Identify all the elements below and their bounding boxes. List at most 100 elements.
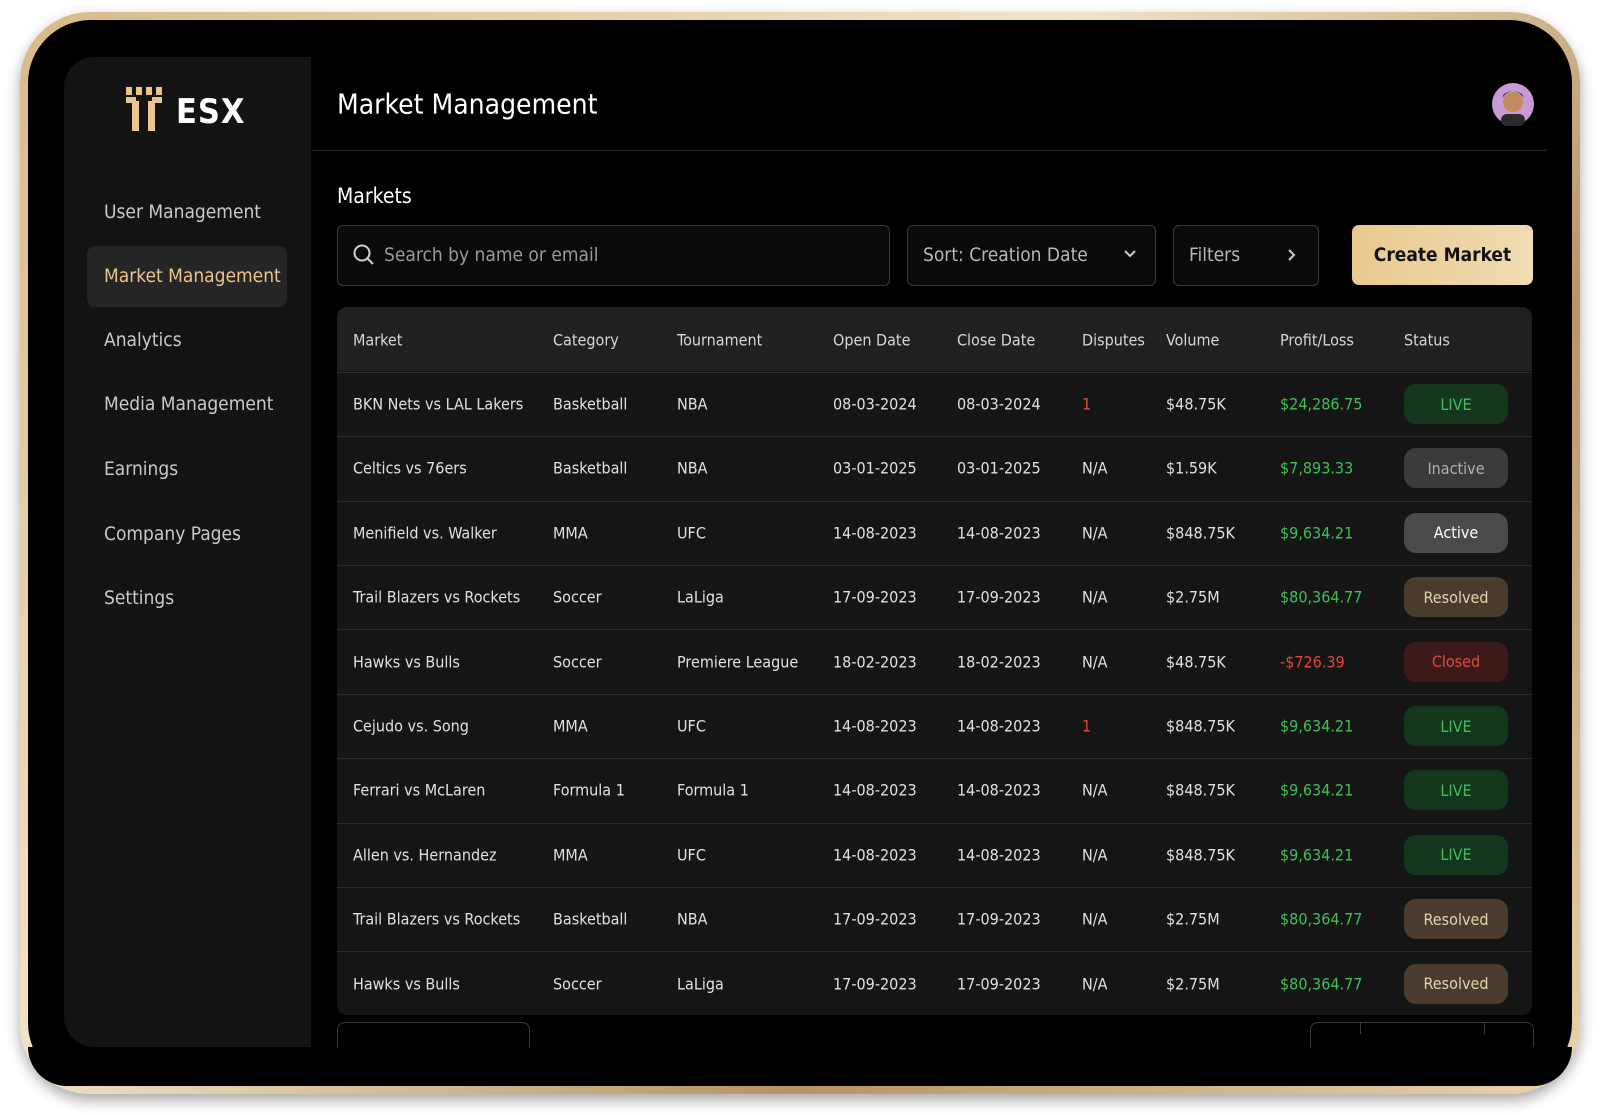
table-cell: 14-08-2023 [957, 716, 1041, 736]
table-cell: MMA [553, 845, 588, 865]
logo-icon [126, 87, 162, 131]
avatar[interactable] [1491, 82, 1535, 126]
table-cell: $2.75M [1166, 587, 1220, 607]
sort-label: Sort: Creation Date [923, 244, 1088, 266]
table-cell: $48.75K [1166, 652, 1226, 672]
status-badge: Resolved [1404, 963, 1508, 1004]
pagination-divider [1360, 1022, 1361, 1034]
row-divider [337, 565, 1532, 566]
status-badge: LIVE [1404, 770, 1508, 811]
nav-item[interactable]: Market Management [104, 265, 281, 287]
table-cell: Hawks vs Bulls [353, 652, 460, 672]
logo-text: ESX [176, 92, 246, 132]
table-cell: Premiere League [677, 652, 799, 672]
table-header [337, 307, 1532, 371]
table-cell: 14-08-2023 [957, 780, 1041, 800]
sort-select[interactable] [907, 225, 1156, 286]
row-divider [337, 887, 1532, 888]
row-divider [337, 951, 1532, 952]
create-market-label: Create Market [1373, 244, 1512, 266]
nav-item[interactable]: Settings [104, 587, 175, 609]
table-cell: 03-01-2025 [957, 458, 1041, 478]
table-cell: 17-09-2023 [833, 909, 917, 929]
table-cell: $9,634.21 [1280, 523, 1354, 543]
row-divider [337, 629, 1532, 630]
table-cell: N/A [1082, 587, 1108, 607]
table-cell: Celtics vs 76ers [353, 458, 467, 478]
status-badge: Resolved [1404, 899, 1508, 940]
nav-item[interactable]: Company Pages [104, 523, 241, 545]
status-badge: Closed [1404, 641, 1508, 682]
table-cell: N/A [1082, 458, 1108, 478]
column-header: Market [353, 330, 403, 350]
table-cell: $848.75K [1166, 523, 1235, 543]
filters-label: Filters [1189, 244, 1241, 266]
table-cell: 14-08-2023 [957, 845, 1041, 865]
status-badge: LIVE [1404, 384, 1508, 424]
pagination-divider [1484, 1022, 1485, 1034]
table-cell: 18-02-2023 [833, 652, 917, 672]
screen-bottom [28, 1047, 1572, 1086]
table-cell: 14-08-2023 [957, 523, 1041, 543]
column-header: Open Date [833, 330, 911, 350]
table-cell: LaLiga [677, 974, 724, 994]
section-title: Markets [337, 184, 412, 208]
table-cell: MMA [553, 716, 588, 736]
chevron-down [1124, 250, 1136, 258]
nav-item[interactable]: User Management [104, 201, 262, 223]
status-badge: Active [1404, 512, 1508, 553]
header-divider [312, 150, 1547, 151]
table-cell: NBA [677, 458, 708, 478]
table-cell: 18-02-2023 [957, 652, 1041, 672]
pagination[interactable] [1310, 1022, 1534, 1053]
row-divider [337, 436, 1532, 437]
table-cell: UFC [677, 716, 706, 736]
table-cell: $80,364.77 [1280, 974, 1363, 994]
nav-active-bg [87, 246, 287, 307]
table-cell: LaLiga [677, 587, 724, 607]
table-cell: 17-09-2023 [833, 974, 917, 994]
table-cell: 17-09-2023 [957, 587, 1041, 607]
table-cell: MMA [553, 523, 588, 543]
table-cell: UFC [677, 845, 706, 865]
table-cell: Ferrari vs McLaren [353, 780, 486, 800]
row-divider [337, 694, 1532, 695]
table-cell: N/A [1082, 652, 1108, 672]
row-divider [337, 372, 1532, 373]
row-divider [337, 823, 1532, 824]
table-cell: Menifield vs. Walker [353, 523, 497, 543]
table-cell: Basketball [553, 909, 628, 929]
table-cell: 08-03-2024 [833, 394, 917, 414]
table-cell: 03-01-2025 [833, 458, 917, 478]
table-cell: Cejudo vs. Song [353, 716, 469, 736]
column-header: Volume [1166, 330, 1220, 350]
table-cell: $848.75K [1166, 716, 1235, 736]
column-header: Profit/Loss [1280, 330, 1354, 350]
table-cell: NBA [677, 394, 708, 414]
page-size-select[interactable] [337, 1022, 530, 1053]
column-header: Close Date [957, 330, 1036, 350]
table-cell: Basketball [553, 458, 628, 478]
table-cell: -$726.39 [1280, 652, 1345, 672]
search-input[interactable] [337, 225, 890, 286]
nav-item[interactable]: Earnings [104, 458, 179, 480]
row-divider [337, 501, 1532, 502]
table-cell: 17-09-2023 [957, 974, 1041, 994]
table-cell: Allen vs. Hernandez [353, 845, 497, 865]
table-cell: 14-08-2023 [833, 845, 917, 865]
chevron-right [1288, 249, 1296, 261]
nav-item[interactable]: Media Management [104, 393, 274, 415]
table-cell: 08-03-2024 [957, 394, 1041, 414]
table-cell: $24,286.75 [1280, 394, 1363, 414]
table-cell: Trail Blazers vs Rockets [353, 587, 521, 607]
table-cell: $1.59K [1166, 458, 1217, 478]
status-badge: Resolved [1404, 577, 1508, 618]
table-cell: $9,634.21 [1280, 716, 1354, 736]
table-cell: Soccer [553, 974, 602, 994]
create-market-button[interactable] [1352, 225, 1533, 285]
table-cell: Formula 1 [677, 780, 749, 800]
table-cell: 1 [1082, 716, 1092, 736]
table-cell: NBA [677, 909, 708, 929]
nav-item[interactable]: Analytics [104, 329, 182, 351]
